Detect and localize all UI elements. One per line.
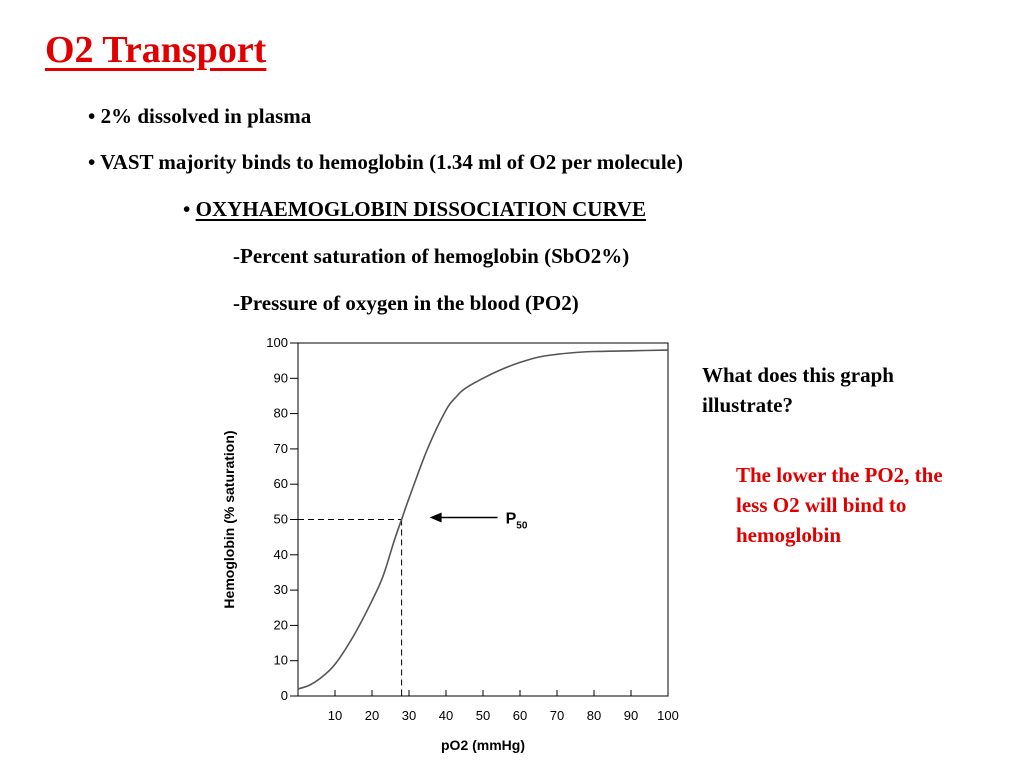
x-tick-label: 70 xyxy=(550,708,564,723)
y-axis-label: Hemoglobin (% saturation) xyxy=(221,430,237,608)
p50-label: P50 xyxy=(506,511,528,532)
x-axis-label: pO2 (mmHg) xyxy=(441,737,525,753)
sub-point-saturation: -Percent saturation of hemoglobin (SbO2%… xyxy=(233,244,630,268)
p50-arrow xyxy=(429,512,498,523)
bullet-text: OXYHAEMOGLOBIN DISSOCIATION CURVE xyxy=(195,197,647,221)
chart-svg: 0 10 20 30 40 50 60 70 80 90 100 10 20 30 40 50 60 70 80 9… xyxy=(221,335,679,753)
x-tick-label: 50 xyxy=(476,708,490,723)
p50-subscript: 50 xyxy=(516,521,528,532)
y-tick-label: 90 xyxy=(274,370,288,385)
y-tick-label: 60 xyxy=(274,476,288,491)
dissociation-chart: 0 10 20 30 40 50 60 70 80 90 100 10 20 30 40 50 60 70 80 9… xyxy=(210,325,690,765)
bullet-text: 2% dissolved in plasma xyxy=(100,104,312,128)
bullet-text: VAST majority binds to hemoglobin (1.34 … xyxy=(100,150,683,174)
sub-point-pressure: -Pressure of oxygen in the blood (PO2) xyxy=(233,291,579,315)
y-tick-label: 0 xyxy=(281,688,288,703)
y-axis-ticks: 0 10 20 30 40 50 60 70 80 90 100 xyxy=(266,335,298,703)
y-tick-label: 50 xyxy=(274,512,288,527)
y-tick-label: 10 xyxy=(274,653,288,668)
slide-title: O2 Transport xyxy=(45,29,267,71)
y-tick-label: 40 xyxy=(274,547,288,562)
p50-letter: P xyxy=(506,511,517,528)
bullet-hemoglobin: • VAST majority binds to hemoglobin (1.3… xyxy=(88,150,683,175)
x-tick-label: 60 xyxy=(513,708,527,723)
x-axis-ticks: 10 20 30 40 50 60 70 80 90 100 xyxy=(328,690,679,723)
bullet-dissociation-curve: • OXYHAEMOGLOBIN DISSOCIATION CURVE xyxy=(183,197,646,222)
bullet-marker: • xyxy=(88,150,96,174)
x-tick-label: 10 xyxy=(328,708,342,723)
graph-question: What does this graph illustrate? xyxy=(702,363,894,417)
x-tick-label: 90 xyxy=(624,708,638,723)
y-tick-label: 80 xyxy=(274,406,288,421)
x-tick-label: 40 xyxy=(439,708,453,723)
x-tick-label: 30 xyxy=(402,708,416,723)
x-tick-label: 100 xyxy=(657,708,679,723)
y-tick-label: 70 xyxy=(274,441,288,456)
y-tick-label: 100 xyxy=(266,335,288,350)
bullet-marker: • xyxy=(183,197,191,221)
x-tick-label: 20 xyxy=(365,708,379,723)
y-tick-label: 20 xyxy=(274,617,288,632)
bullet-marker: • xyxy=(88,104,96,128)
x-tick-label: 80 xyxy=(587,708,601,723)
arrow-head xyxy=(429,512,442,523)
graph-answer: The lower the PO2, the less O2 will bind… xyxy=(736,463,943,547)
y-tick-label: 30 xyxy=(274,582,288,597)
saturation-curve xyxy=(297,349,669,690)
bullet-plasma: • 2% dissolved in plasma xyxy=(88,104,311,129)
